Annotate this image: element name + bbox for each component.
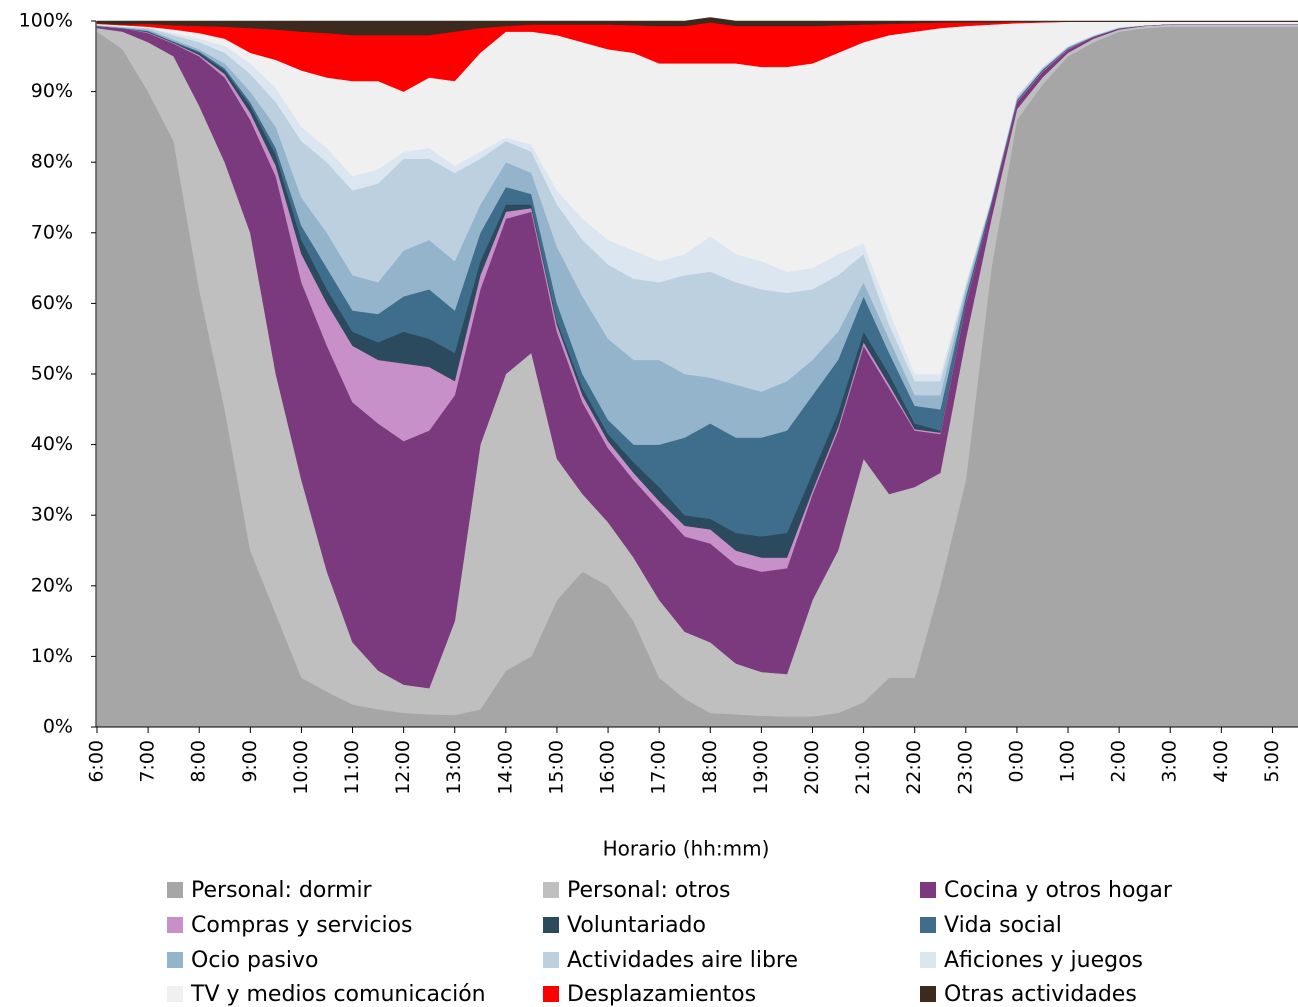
legend-swatch [167,917,183,933]
x-tick-label: 22:00 [903,740,925,795]
x-tick-label: 9:00 [239,740,261,783]
legend-label: Cocina y otros hogar [944,878,1173,903]
legend-label: Actividades aire libre [567,948,798,973]
x-tick-label: 11:00 [341,740,363,795]
y-tick-label: 30% [31,504,73,526]
x-tick-label: 5:00 [1261,740,1283,783]
legend-swatch [920,882,936,898]
x-tick-label: 2:00 [1108,740,1130,783]
legend-label: Personal: dormir [191,878,373,903]
legend-swatch [167,986,183,1002]
x-tick-label: 17:00 [648,740,670,795]
legend-label: Personal: otros [567,878,731,903]
x-tick-label: 15:00 [545,740,567,795]
x-tick-label: 16:00 [597,740,619,795]
y-tick-label: 80% [31,151,73,173]
y-tick-label: 90% [31,80,73,102]
x-tick-label: 18:00 [699,740,721,795]
x-tick-label: 6:00 [86,740,108,783]
area [96,17,1298,36]
legend-swatch [543,882,559,898]
legend-swatch [543,917,559,933]
x-tick-label: 8:00 [188,740,210,783]
x-tick-label: 4:00 [1210,740,1232,783]
legend-swatch [920,952,936,968]
x-tick-label: 20:00 [801,740,823,795]
x-tick-label: 1:00 [1057,740,1079,783]
x-tick-label: 10:00 [290,740,312,795]
y-tick-label: 60% [31,292,73,314]
y-tick-label: 20% [31,574,73,596]
legend-swatch [167,952,183,968]
legend-label: Desplazamientos [567,982,756,1007]
legend-label: Ocio pasivo [191,948,318,973]
legend-swatch [920,917,936,933]
legend-swatch [543,986,559,1002]
legend-label: Otras actividades [944,982,1137,1007]
legend-label: Aficiones y juegos [944,948,1143,973]
x-tick-label: 21:00 [852,740,874,795]
x-tick-label: 19:00 [750,740,772,795]
y-tick-label: 40% [31,433,73,455]
legend-label: Voluntariado [567,913,706,938]
y-tick-label: 70% [31,221,73,243]
y-tick-label: 50% [31,363,73,385]
x-tick-label: 23:00 [954,740,976,795]
x-axis-label: Horario (hh:mm) [603,837,770,861]
x-tick-label: 12:00 [392,740,414,795]
legend-label: TV y medios comunicación [190,982,486,1007]
y-tick-label: 10% [31,645,73,667]
x-tick-label: 14:00 [494,740,516,795]
legend-label: Vida social [944,913,1062,938]
x-tick-label: 7:00 [137,740,159,783]
legend-label: Compras y servicios [191,913,413,938]
legend-swatch [920,986,936,1002]
legend-swatch [167,882,183,898]
x-tick-label: 13:00 [443,740,465,795]
x-tick-label: 0:00 [1005,740,1027,783]
x-tick-label: 3:00 [1159,740,1181,783]
y-tick-label: 0% [43,716,73,738]
legend-swatch [543,952,559,968]
y-tick-label: 100% [19,10,73,32]
